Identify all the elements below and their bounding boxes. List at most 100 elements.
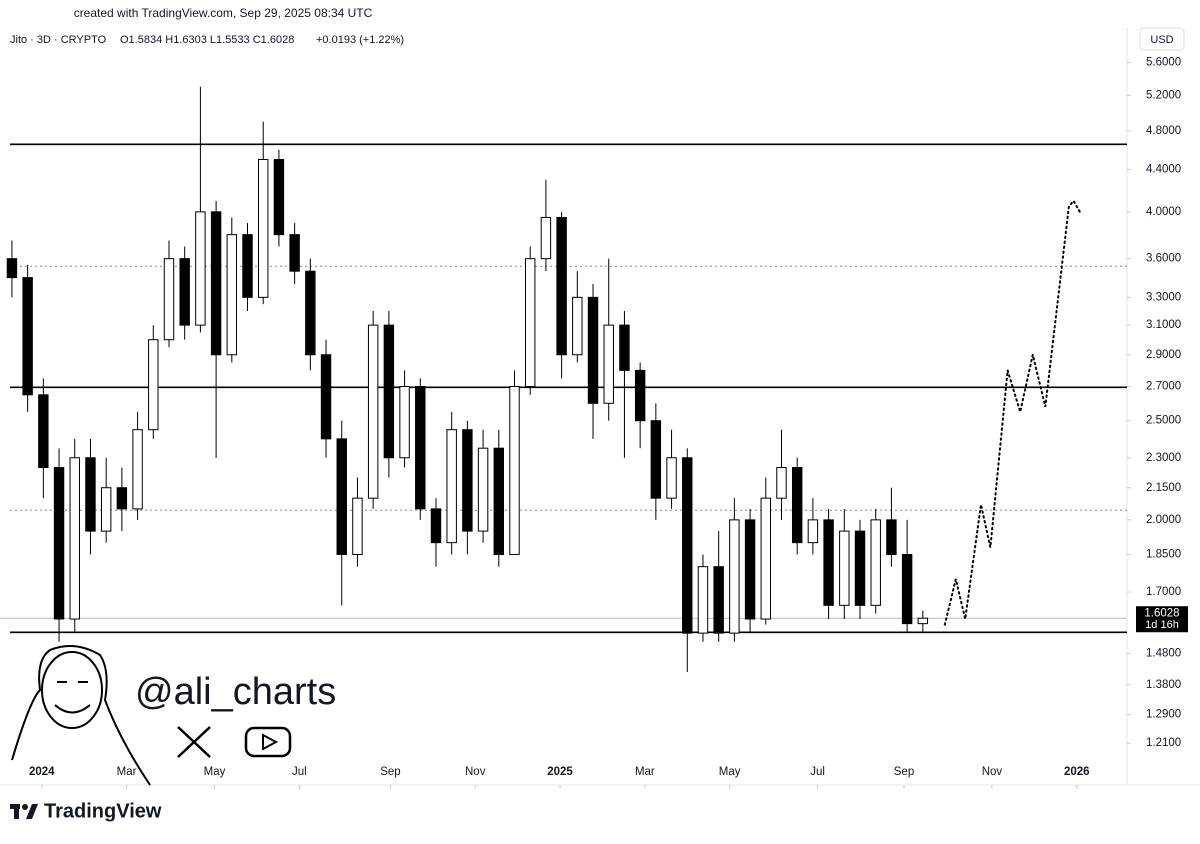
y-tick-label: 1.2100 bbox=[1146, 737, 1181, 749]
candle-body bbox=[477, 447, 489, 532]
candle-body bbox=[352, 497, 363, 556]
candle-body bbox=[870, 519, 881, 606]
y-tick-label: 3.6000 bbox=[1146, 253, 1181, 265]
x-tick-label: Nov bbox=[982, 766, 1003, 778]
candle-body bbox=[666, 457, 677, 499]
y-tick-label: 5.2000 bbox=[1146, 89, 1181, 101]
candle-body bbox=[524, 258, 536, 388]
price-tag-value: 1.6028 bbox=[1144, 607, 1179, 619]
currency: USD bbox=[1150, 34, 1173, 46]
candle-body bbox=[430, 508, 442, 544]
candle-body bbox=[148, 339, 159, 431]
candle-body bbox=[603, 324, 614, 404]
candle-body bbox=[22, 277, 33, 396]
brand-logo bbox=[10, 804, 38, 819]
candle-body bbox=[462, 429, 473, 532]
y-tick-label: 2.9000 bbox=[1146, 349, 1181, 361]
change-text: +0.0193 (+1.22%) bbox=[316, 34, 404, 46]
x-tick-label: May bbox=[204, 766, 226, 778]
x-tick-label: 2026 bbox=[1064, 766, 1090, 778]
candle-body bbox=[38, 394, 49, 469]
candle-body bbox=[886, 519, 897, 556]
candle-body bbox=[650, 420, 662, 499]
watermark-avatar bbox=[11, 645, 151, 786]
credit: created with TradingView.com, Sep 29, 20… bbox=[74, 6, 373, 20]
candle-body bbox=[823, 519, 834, 606]
candle-body bbox=[163, 258, 175, 341]
candle-body bbox=[273, 159, 285, 236]
candle-body bbox=[116, 487, 128, 510]
candle-body bbox=[729, 519, 740, 634]
candle-body bbox=[760, 497, 771, 620]
x-tick-label: 2025 bbox=[547, 766, 573, 778]
candle-body bbox=[226, 234, 238, 356]
x-tick-label: Jul bbox=[292, 766, 307, 778]
x-tick-label: Jul bbox=[810, 766, 825, 778]
candle-body bbox=[336, 438, 347, 556]
candle-body bbox=[210, 211, 222, 356]
y-tick-label: 5.6000 bbox=[1146, 56, 1181, 68]
candle-body bbox=[69, 457, 80, 620]
youtube-icon bbox=[244, 726, 292, 758]
x-tick-label: Nov bbox=[465, 766, 486, 778]
candle-body bbox=[367, 324, 379, 499]
y-tick-label: 4.8000 bbox=[1146, 125, 1181, 137]
candle-body bbox=[619, 324, 630, 371]
candle-body bbox=[540, 216, 552, 260]
x-tick-label: Sep bbox=[894, 766, 914, 778]
watermark: @ali_charts bbox=[135, 671, 336, 713]
candle-body bbox=[493, 447, 505, 556]
chart-title: Jito · 3D · CRYPTO bbox=[10, 34, 107, 46]
x-tick-label: Sep bbox=[380, 766, 400, 778]
candle-body bbox=[6, 258, 18, 279]
y-tick-label: 2.7000 bbox=[1146, 381, 1181, 393]
candle-body bbox=[807, 519, 819, 544]
projection-path bbox=[943, 199, 1081, 626]
ohlc-text: O1.5834 H1.6303 L1.5533 C1.6028 bbox=[120, 34, 294, 46]
candle-body bbox=[195, 211, 206, 326]
candle-body bbox=[415, 386, 426, 510]
candle-body bbox=[320, 354, 332, 440]
y-tick-label: 2.3000 bbox=[1146, 452, 1181, 464]
candle-body bbox=[697, 566, 709, 634]
candle-body bbox=[289, 234, 300, 272]
y-tick-label: 1.8500 bbox=[1146, 549, 1181, 561]
y-tick-label: 4.4000 bbox=[1146, 164, 1181, 176]
candle-body bbox=[399, 386, 410, 459]
y-tick-label: 1.7000 bbox=[1146, 586, 1181, 598]
candle-body bbox=[917, 617, 929, 625]
candle-body bbox=[258, 159, 269, 298]
candle-body bbox=[713, 566, 724, 634]
candle-body bbox=[572, 296, 583, 356]
candle-body bbox=[791, 467, 803, 544]
y-tick-label: 4.0000 bbox=[1146, 206, 1181, 218]
candle-body bbox=[132, 429, 143, 510]
price-tag-countdown: 1d 16h bbox=[1145, 619, 1179, 631]
candle-body bbox=[854, 530, 866, 606]
y-tick-label: 2.0000 bbox=[1146, 514, 1181, 526]
x-tick-label: 2024 bbox=[29, 766, 55, 778]
candle-body bbox=[556, 216, 567, 356]
candle-body bbox=[587, 296, 599, 404]
candle-body bbox=[305, 270, 316, 356]
x-icon bbox=[177, 726, 211, 758]
candle-body bbox=[242, 234, 253, 298]
y-tick-label: 1.3800 bbox=[1146, 679, 1181, 691]
candle-body bbox=[383, 324, 395, 459]
candle-body bbox=[776, 467, 787, 499]
y-tick-label: 1.2900 bbox=[1146, 709, 1181, 721]
x-tick-label: Mar bbox=[635, 766, 655, 778]
x-tick-label: May bbox=[719, 766, 741, 778]
candle-body bbox=[179, 258, 190, 326]
candle-body bbox=[901, 554, 913, 625]
candle-body bbox=[682, 457, 693, 634]
price-tag bbox=[1136, 606, 1188, 633]
candle-body bbox=[634, 369, 646, 422]
candle-body bbox=[53, 467, 65, 620]
plot-area bbox=[0, 86, 1127, 673]
candle-body bbox=[446, 429, 457, 544]
y-tick-label: 2.5000 bbox=[1146, 415, 1181, 427]
candle-body bbox=[839, 530, 850, 606]
